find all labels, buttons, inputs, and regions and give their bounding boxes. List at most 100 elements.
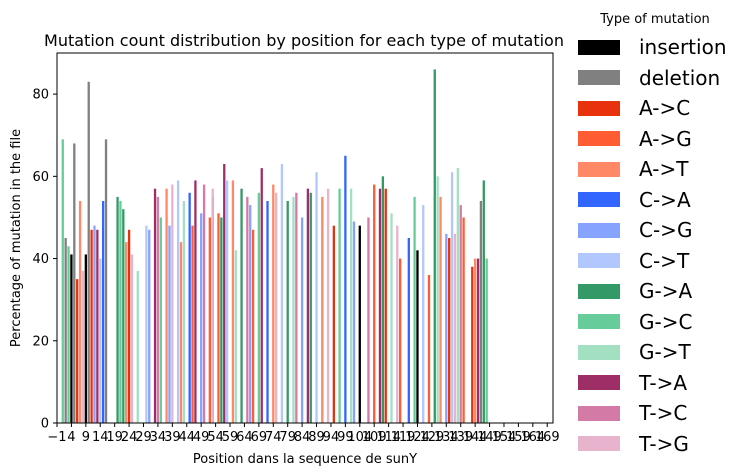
bar-t-to-a-3 [223,164,226,423]
bar-a-to-c-0 [76,279,79,423]
legend-label: T->A [639,370,688,395]
bar-a-to-g-4 [373,184,376,423]
bar-c-to-t-5 [315,172,318,423]
bar-a-to-t-5 [272,184,275,423]
bar-a-to-t-4 [231,180,235,423]
bar-g-to-t-2 [234,250,237,423]
bar-g-to-t-4 [349,188,353,423]
y-tick-label: 0 [41,417,49,432]
legend-item: T->C [578,398,746,429]
x-tick-label: 19 [106,430,123,445]
legend-item: T->G [578,429,746,460]
bar-insertion-2 [358,225,361,423]
bar-t-to-g-3 [211,188,214,423]
bar-g-to-t-1 [182,201,186,423]
bar-t-to-a-2 [194,180,197,423]
bar-t-to-c-4 [367,217,370,423]
legend-label: C->T [639,248,690,273]
x-tick-label: 69 [251,430,268,445]
bar-t-to-c-1 [202,184,206,423]
bar-t-to-a-6 [378,188,382,423]
y-axis-label: Percentage of mutation in the file [9,129,24,347]
legend-item: A->G [578,124,746,155]
bar-c-to-g-1 [148,229,151,423]
bar-a-to-t-7 [439,196,442,423]
bar-a-to-c-4 [332,225,335,423]
y-tick-label: 40 [32,252,49,267]
bar-c-to-t-4 [280,164,284,423]
bar-g-to-c-6 [413,196,416,423]
bar-a-to-t-8 [473,258,477,423]
legend-swatch [578,192,620,208]
bar-a-to-t-3 [179,242,183,423]
legend-swatch [578,405,620,421]
bar-a-to-g-7 [462,217,465,423]
x-tick-label: 129 [419,430,444,445]
legend-label: A->T [639,157,689,182]
bar-a-to-g-2 [217,213,220,423]
bar-c-to-g-4 [249,205,252,423]
x-tick-label: 139 [448,430,473,445]
bar-c-to-g-6 [352,221,356,423]
legend-item: deletion [578,63,746,94]
bar-deletion-0 [64,238,67,423]
x-tick-label: 149 [477,430,502,445]
x-tick-label: 119 [391,430,416,445]
x-tick-label: 114 [376,430,401,445]
bar-a-to-t-0 [78,201,82,423]
bar-insertion-0 [70,254,73,423]
legend-swatch [578,314,620,330]
bar-a-to-g-5 [399,258,402,423]
bar-c-to-t-2 [176,180,180,423]
bar-t-to-g-5 [326,188,330,423]
bar-t-to-a-4 [260,168,263,423]
legend-label: G->C [639,309,693,334]
y-tick-label: 20 [32,334,49,349]
bar-a-to-t-6 [321,196,324,423]
x-tick-label: 54 [207,430,224,445]
bar-g-to-t-7 [456,168,459,423]
legend: Type of mutation insertion deletion A->C A-… [578,12,746,459]
bar-deletion-3 [104,139,108,424]
bar-c-to-t-1 [145,225,148,423]
bar-a-to-c-6 [448,238,451,423]
legend-swatch [578,161,620,177]
legend-label: deletion [639,65,721,90]
legend-swatch [578,222,620,238]
x-tick-label: 64 [236,430,253,445]
bar-a-to-g-6 [427,275,431,423]
x-tick-label: 74 [265,430,282,445]
legend-item: insertion [578,32,746,63]
chart-title: Mutation count distribution by position … [44,31,564,50]
bar-g-to-a-3 [240,188,243,423]
bar-g-to-t-0 [136,270,139,423]
bar-a-to-c-1 [90,229,93,423]
bar-c-to-a-0 [101,201,105,423]
legend-swatch [578,70,620,86]
bar-deletion-2 [87,81,90,424]
legend-label: C->G [639,218,693,243]
bar-t-to-c-3 [295,192,298,423]
bar-insertion-1 [84,254,87,423]
y-tick-label: 60 [32,170,49,185]
legend-swatch [578,39,620,55]
bar-deletion-1 [73,143,76,423]
legend-item: C->G [578,215,746,246]
bar-g-to-c-3 [159,217,162,423]
bar-t-to-g-1 [130,254,134,423]
bar-a-to-t-1 [125,242,128,423]
bar-g-to-c-7 [485,258,488,423]
x-tick-label: 84 [294,430,311,445]
legend-label: C->A [639,187,691,212]
legend-swatch [578,344,620,360]
legend-item: T->A [578,368,746,399]
bar-c-to-t-3 [225,180,229,423]
bar-deletion-4 [479,201,483,423]
bar-t-to-c-2 [246,196,249,423]
bar-t-to-g-7 [453,233,457,423]
x-axis-label: Position dans la sequence de sunY [193,452,417,467]
legend-swatch [578,375,620,391]
x-tick-label: 79 [279,430,296,445]
bar-g-to-a-1 [122,209,125,423]
legend-item: A->T [578,154,746,185]
